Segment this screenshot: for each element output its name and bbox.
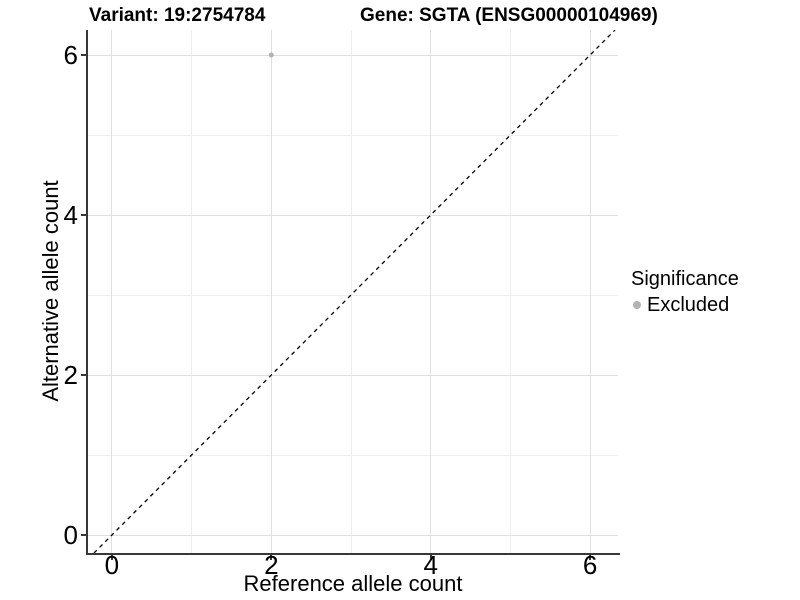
legend-title: Significance: [631, 268, 739, 290]
y-tick-mark: [81, 374, 86, 376]
x-major-gridline: [111, 30, 113, 553]
x-tick-mark: [429, 555, 432, 560]
y-tick-label: 2: [63, 360, 78, 390]
x-minor-gridline: [509, 30, 511, 553]
y-tick-mark: [81, 54, 86, 56]
y-major-gridline: [88, 54, 618, 56]
legend-point-icon: [633, 301, 641, 309]
x-tick-mark: [110, 555, 113, 560]
x-tick-label: 6: [582, 550, 598, 580]
x-tick-mark: [589, 555, 592, 560]
x-major-gridline: [430, 30, 432, 553]
y-tick-mark: [81, 534, 86, 536]
identity-line: [93, 30, 616, 553]
x-axis-title: Reference allele count: [243, 571, 463, 596]
x-major-gridline: [589, 30, 591, 553]
legend: Significance Excluded: [631, 267, 739, 316]
x-axis-line: [86, 553, 620, 555]
y-minor-gridline: [88, 134, 618, 136]
y-tick-label: 0: [63, 520, 78, 550]
y-tick-label: 4: [63, 200, 78, 230]
plot-title-variant: Variant: 19:2754784: [89, 5, 266, 26]
x-tick-label: 0: [104, 550, 120, 580]
y-minor-gridline: [88, 454, 618, 456]
data-point: [268, 52, 274, 58]
x-major-gridline: [270, 30, 272, 553]
plot-title-gene: Gene: SGTA (ENSG00000104969): [360, 5, 658, 26]
y-major-gridline: [88, 374, 618, 376]
x-tick-label: 2: [264, 550, 279, 580]
y-tick-label: 6: [63, 40, 78, 70]
y-minor-gridline: [88, 294, 618, 296]
x-minor-gridline: [350, 30, 352, 553]
plot-panel: [88, 30, 618, 553]
y-axis-line: [86, 30, 88, 555]
plot-overlay: [93, 30, 616, 553]
legend-entry-label: Excluded: [647, 294, 730, 316]
y-tick-mark: [81, 214, 86, 216]
y-major-gridline: [88, 534, 618, 536]
x-tick-label: 4: [423, 550, 438, 580]
y-major-gridline: [88, 214, 618, 216]
x-minor-gridline: [191, 30, 193, 553]
legend-entry-excluded: Excluded: [631, 294, 739, 316]
x-tick-mark: [270, 555, 273, 560]
